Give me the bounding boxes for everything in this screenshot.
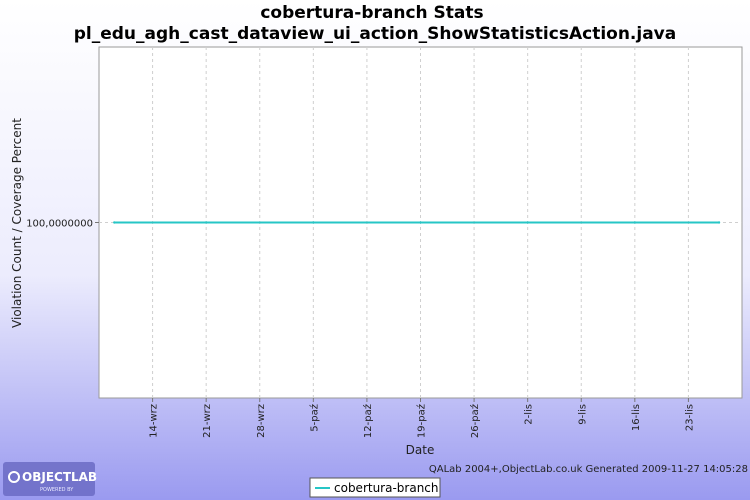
x-tick-label: 19-paź xyxy=(416,404,428,438)
x-tick-label: 26-paź xyxy=(469,404,481,438)
legend-box xyxy=(309,477,441,498)
y-tick-label: 100,0000000 xyxy=(26,219,93,230)
logo: OBJECTLAB POWERED BY xyxy=(3,462,97,496)
x-tick-label: 12-paź xyxy=(362,404,374,438)
x-tick-label: 21-wrz xyxy=(202,404,213,438)
x-tick-label: 16-lis xyxy=(631,404,642,431)
data-point xyxy=(526,221,529,224)
logo-name: OBJECTLAB xyxy=(22,470,97,484)
chart-subtitle: pl_edu_agh_cast_dataview_ui_action_ShowS… xyxy=(74,24,677,44)
legend-label: cobertura-branch xyxy=(334,481,439,495)
logo-mark-icon xyxy=(8,471,20,483)
x-axis-label: Date xyxy=(406,443,435,457)
x-tick-label: 23-lis xyxy=(684,404,695,431)
x-tick-label: 5-paź xyxy=(308,404,320,432)
data-point xyxy=(312,221,315,224)
x-tick-label: 28-wrz xyxy=(256,404,267,438)
data-point xyxy=(633,221,637,224)
x-tick-label: 9-lis xyxy=(577,404,588,425)
x-tick-label: 14-wrz xyxy=(149,404,160,438)
x-tick-label: 2-lis xyxy=(524,404,535,425)
data-point xyxy=(419,221,422,224)
chart-title: cobertura-branch Stats xyxy=(260,3,483,23)
y-axis: 100,0000000 xyxy=(26,219,99,230)
data-point xyxy=(717,221,721,224)
y-axis-label: Violation Count / Coverage Percent xyxy=(10,118,24,328)
logo-panel xyxy=(3,462,95,496)
logo-tagline: POWERED BY xyxy=(40,487,74,493)
series-layer xyxy=(113,221,721,224)
data-point xyxy=(113,221,116,224)
x-axis: 14-wrz 21-wrz 28-wrz 5-paź 12-paź 19-paź 26-pa… xyxy=(149,398,695,438)
footer-credit: QALab 2004+,ObjectLab.co.uk Generated 20… xyxy=(429,464,748,475)
legend: cobertura-branch xyxy=(309,477,441,498)
data-point xyxy=(204,221,208,224)
